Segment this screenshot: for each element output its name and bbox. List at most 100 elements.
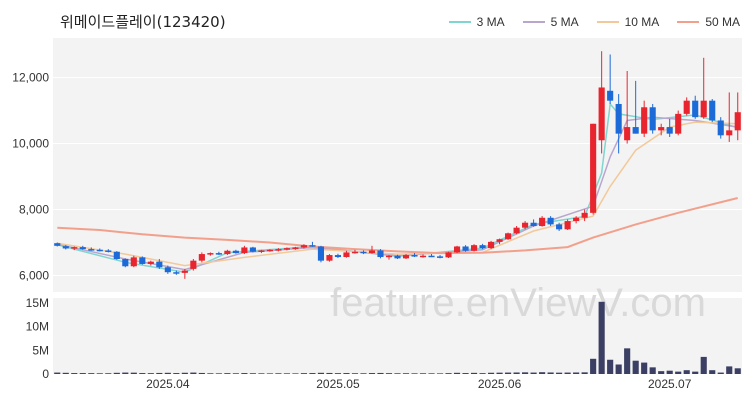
- x-tick-label: 2025.07: [648, 377, 692, 391]
- candle-body: [360, 251, 367, 254]
- candle-body: [556, 224, 563, 230]
- candle-body: [266, 249, 273, 252]
- candle-body: [292, 247, 299, 249]
- candle: [71, 246, 78, 251]
- candle-body: [62, 246, 69, 249]
- candle: [734, 92, 741, 141]
- volume-bar: [683, 370, 690, 374]
- candle: [275, 248, 282, 252]
- candle-body: [283, 248, 290, 250]
- candle-body: [428, 255, 435, 258]
- candle-body: [445, 252, 452, 258]
- candle-body: [241, 247, 248, 254]
- volume-bar: [479, 373, 486, 374]
- candle: [726, 92, 733, 142]
- legend-item-ma50[interactable]: 50 MA: [677, 15, 740, 29]
- volume-bar: [394, 373, 401, 374]
- volume-bar: [675, 371, 682, 374]
- volume-bar: [709, 370, 716, 374]
- candle: [190, 259, 197, 271]
- legend-item-ma3[interactable]: 3 MA: [448, 15, 505, 29]
- candle-body: [249, 247, 256, 252]
- volume-bar: [470, 372, 478, 374]
- volume-bar: [215, 373, 222, 374]
- candle: [564, 219, 571, 230]
- candle-body: [726, 130, 733, 136]
- candle-body: [377, 250, 384, 258]
- volume-bar: [385, 373, 393, 374]
- candle: [530, 219, 537, 227]
- volume-bar: [436, 373, 444, 374]
- candle-body: [496, 239, 503, 242]
- candle-body: [122, 259, 129, 267]
- volume-bar: [164, 372, 171, 374]
- candle-body: [317, 246, 325, 261]
- candle-body: [207, 253, 214, 255]
- candle: [624, 70, 631, 144]
- candle: [658, 123, 665, 136]
- volume-bar: [283, 373, 290, 374]
- candle: [581, 209, 588, 222]
- candle-body: [113, 251, 120, 260]
- price-tick-label: 12,000: [12, 71, 49, 85]
- candle-body: [470, 245, 478, 251]
- candle-body: [190, 260, 197, 269]
- volume-bar: [71, 373, 78, 374]
- volume-bar: [249, 373, 256, 374]
- legend-swatch-ma10: [596, 21, 619, 23]
- volume-bar: [641, 362, 648, 374]
- volume-bar: [266, 373, 273, 374]
- volume-bar: [275, 373, 282, 374]
- candle: [436, 255, 444, 259]
- candle: [666, 118, 673, 137]
- candle: [181, 268, 188, 279]
- legend-item-ma5[interactable]: 5 MA: [522, 15, 579, 29]
- candle-body: [71, 247, 78, 249]
- candle-body: [258, 250, 265, 252]
- candle-body: [139, 257, 146, 264]
- volume-bar: [530, 372, 537, 374]
- candle-body: [394, 255, 401, 259]
- volume-bar: [734, 368, 741, 374]
- volume-bar: [428, 373, 435, 374]
- volume-bar: [96, 373, 103, 374]
- candle-body: [411, 255, 418, 257]
- candle: [607, 54, 614, 104]
- volume-bar: [726, 366, 733, 374]
- volume-bar: [700, 356, 707, 374]
- candle: [411, 253, 418, 258]
- candle: [300, 244, 307, 249]
- watermark: feature.enViewV.com: [330, 281, 706, 325]
- x-tick-label: 2025.04: [146, 377, 190, 391]
- candle: [156, 259, 163, 269]
- candle: [377, 249, 384, 259]
- candle-body: [649, 107, 656, 131]
- x-tick-label: 2025.05: [316, 377, 360, 391]
- candle-body: [419, 255, 427, 258]
- volume-bar: [351, 373, 359, 374]
- volume-bar: [360, 373, 367, 374]
- candle: [62, 245, 69, 250]
- volume-bar: [573, 372, 580, 374]
- candle-body: [130, 257, 137, 267]
- volume-bar: [564, 372, 571, 374]
- candle: [547, 216, 554, 227]
- volume-tick-label: 5M: [32, 343, 49, 357]
- candle: [649, 103, 656, 134]
- candle-body: [547, 217, 554, 225]
- legend-item-ma10[interactable]: 10 MA: [596, 15, 659, 29]
- candle: [147, 260, 154, 266]
- candle-body: [615, 103, 622, 134]
- candle-body: [198, 254, 205, 261]
- candle-body: [624, 127, 631, 141]
- candle: [207, 252, 214, 256]
- candle-body: [453, 246, 461, 253]
- candle: [513, 226, 520, 235]
- candle-body: [479, 245, 486, 249]
- volume-bar: [453, 372, 461, 374]
- volume-bar: [232, 373, 239, 374]
- volume-bar: [139, 373, 146, 374]
- candle-body: [692, 100, 699, 118]
- candle-body: [402, 255, 410, 259]
